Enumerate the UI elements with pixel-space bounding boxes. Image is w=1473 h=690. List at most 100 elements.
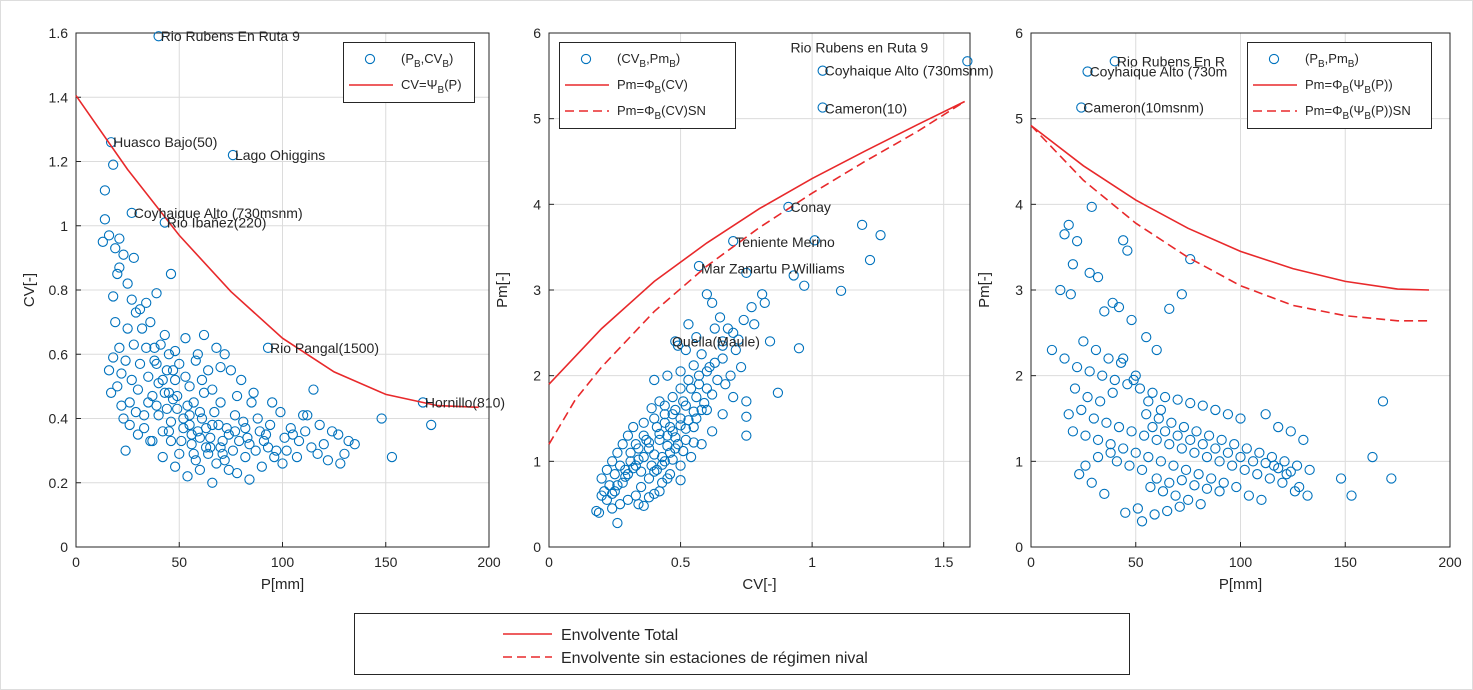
legend-text-part: CV=Ψ <box>401 77 438 92</box>
chart-0-data-point <box>215 397 226 408</box>
chart-2-data-point <box>1164 477 1175 488</box>
chart-2-data-point <box>1273 463 1284 474</box>
chart-1-data-point <box>678 445 689 457</box>
chart-0-station-annotation: Coyhaique Alto (730msnm) <box>134 205 303 221</box>
chart-0-data-point <box>225 365 237 376</box>
chart-1-data-point <box>635 481 647 493</box>
legend-subscript: B <box>1348 59 1355 70</box>
legend-subscript: B <box>1342 111 1349 122</box>
chart-2-data-point <box>1055 284 1066 296</box>
chart-2-data-point <box>1046 344 1058 356</box>
chart-2-data-point <box>1264 473 1275 484</box>
chart-0-data-point <box>114 342 125 353</box>
chart-0-station-annotation: Rio Rubens En Ruta 9 <box>161 28 301 44</box>
chart-1-data-point <box>675 420 686 431</box>
legend-subscript: B <box>438 85 445 96</box>
chart-1-data-point <box>612 517 623 529</box>
chart-1-data-point <box>717 353 728 364</box>
chart-1-data-point <box>693 379 705 390</box>
chart-1-x-tick-label: 0.5 <box>671 554 691 570</box>
chart-0-data-point <box>120 355 131 366</box>
chart-1-data-point <box>691 331 702 343</box>
chart-0-data-point <box>116 400 127 411</box>
chart-1-data-point <box>620 471 631 482</box>
chart-2-data-point <box>1059 353 1070 364</box>
chart-0-data-point <box>157 451 168 463</box>
chart-2-y-axis-label: Pm[-] <box>976 272 993 308</box>
chart-2-data-point <box>1176 443 1187 454</box>
chart-0-data-point <box>267 397 278 408</box>
chart-0-data-point <box>110 243 121 254</box>
chart-2-data-point <box>1076 404 1087 416</box>
chart-1-data-point <box>649 374 660 386</box>
chart-1-data-point <box>706 389 718 400</box>
chart-1-axes-box <box>548 32 971 548</box>
chart-1-y-tick-label: 4 <box>533 196 541 212</box>
chart-1-data-point <box>612 447 623 458</box>
chart-0-data-point <box>153 410 164 421</box>
chart-2-data-point <box>1071 361 1083 373</box>
legend-text-part: ,CV <box>421 51 443 66</box>
chart-0-y-tick-label: 1 <box>60 218 68 234</box>
chart-2-data-point <box>1182 494 1194 506</box>
chart-0-data-point <box>141 342 152 353</box>
chart-0-data-point <box>153 31 164 42</box>
chart-0-data-point <box>130 406 142 418</box>
chart-0-data-point <box>180 371 191 382</box>
chart-2-data-point <box>1235 413 1246 424</box>
chart-1-data-point <box>628 421 639 433</box>
chart-0-legend-entry: (PB,CVB) <box>401 51 453 70</box>
chart-2-data-point <box>1164 303 1175 314</box>
chart-1-data-point <box>596 473 607 484</box>
chart-1-x-axis-label: CV[-] <box>742 576 776 593</box>
chart-0-data-point <box>240 422 251 434</box>
chart-0-legend-marker-sample <box>364 53 376 65</box>
chart-1-data-point <box>664 421 676 433</box>
legend-text-part: (P)) <box>1371 77 1393 92</box>
chart-0-station-annotation: Rio Pangal(1500) <box>270 340 379 356</box>
chart-0-data-point <box>200 422 212 434</box>
chart-0-data-point <box>223 464 234 476</box>
chart-1-data-point <box>717 340 728 351</box>
chart-0-data-point <box>215 442 226 453</box>
chart-1-data-point <box>643 473 655 484</box>
chart-1-data-point <box>662 370 673 381</box>
chart-0-data-point <box>248 387 259 398</box>
chart-0-data-point <box>143 397 154 408</box>
chart-0-data-point <box>120 445 131 456</box>
chart-2-y-tick-label: 2 <box>1015 368 1023 384</box>
chart-2-data-point <box>1218 477 1229 488</box>
chart-2-data-point <box>1113 421 1125 433</box>
chart-panel-pm-vs-p: 0 50 100 150 200 0 1 2 3 4 5 6 P[mm] Pm[-] Rio Rubens … <box>976 25 1462 593</box>
chart-0-y-tick-label: 1.4 <box>49 89 69 105</box>
chart-1-station-annotation: Coyhaique Alto (730msnm) <box>825 63 994 79</box>
chart-2-data-point <box>1155 456 1167 467</box>
chart-0-data-point <box>161 365 173 376</box>
chart-0-data-point <box>159 329 170 341</box>
chart-1-data-point <box>628 463 639 474</box>
chart-1-data-point <box>693 260 705 272</box>
legend-text-part: (P) <box>444 77 461 92</box>
chart-2-data-point <box>1141 409 1152 420</box>
chart-1-data-point <box>659 409 670 420</box>
chart-0-data-point <box>136 323 148 334</box>
chart-2-station-annotation: Coyhaique Alto (730m <box>1090 64 1228 80</box>
chart-0-data-point <box>172 403 183 415</box>
chart-0-data-point <box>134 358 146 370</box>
chart-0-data-point <box>163 426 175 437</box>
chart-0-data-point <box>128 252 139 264</box>
chart-1-station-annotation: Conay <box>790 199 830 215</box>
chart-2-legend-entry: Pm=ΦB(ΨB(P)) <box>1305 77 1393 96</box>
chart-2-data-point <box>1335 473 1347 484</box>
chart-0-data-point <box>157 374 168 386</box>
chart-2-data-point <box>1252 469 1263 480</box>
chart-0-x-tick-label: 150 <box>374 554 398 570</box>
chart-2-data-point <box>1138 430 1150 441</box>
chart-2-data-point <box>1346 490 1357 501</box>
chart-1-y-tick-label: 3 <box>533 282 541 298</box>
chart-0-data-point <box>165 268 177 280</box>
chart-0-data-point <box>314 419 325 431</box>
chart-2-data-point <box>1166 417 1177 428</box>
legend-text-part: Pm=Φ <box>1305 77 1342 92</box>
chart-0-data-point <box>198 329 210 341</box>
